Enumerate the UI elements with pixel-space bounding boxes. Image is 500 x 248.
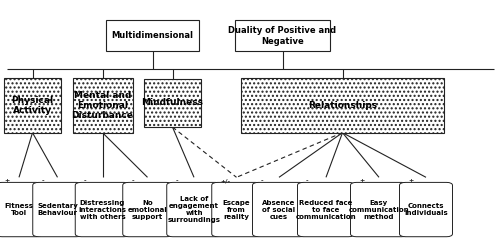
Text: +/-: +/- [220,178,230,184]
Text: Sedentary
Behaviour: Sedentary Behaviour [37,203,78,216]
Text: +: + [4,178,10,184]
Text: +: + [359,178,364,184]
Text: Escape
from
reality: Escape from reality [222,200,250,219]
FancyBboxPatch shape [4,78,61,133]
Text: Lack of
engagement
with
surroundings: Lack of engagement with surroundings [168,196,220,223]
Text: +: + [408,178,413,184]
FancyBboxPatch shape [235,21,330,52]
FancyBboxPatch shape [144,79,201,127]
FancyBboxPatch shape [33,183,82,237]
FancyBboxPatch shape [242,78,444,133]
Text: -: - [84,178,86,184]
FancyBboxPatch shape [400,183,452,237]
Text: -: - [42,178,44,184]
Text: Duality of Positive and
Negative: Duality of Positive and Negative [228,26,336,46]
FancyBboxPatch shape [123,183,172,237]
Text: Mental and
Emotional
Disturbance: Mental and Emotional Disturbance [72,91,134,120]
Text: Physical
Activity: Physical Activity [12,96,53,115]
FancyBboxPatch shape [212,183,261,237]
FancyBboxPatch shape [350,183,408,237]
Text: No
emotional
support: No emotional support [128,200,168,219]
Text: Multidimensional: Multidimensional [112,31,194,40]
FancyBboxPatch shape [252,183,306,237]
Text: -: - [261,178,264,184]
Text: Connects
individuals: Connects individuals [404,203,448,216]
FancyBboxPatch shape [0,183,42,237]
Text: -: - [176,178,178,184]
FancyBboxPatch shape [106,21,198,52]
FancyBboxPatch shape [72,78,132,133]
Text: -: - [306,178,308,184]
FancyBboxPatch shape [167,183,221,237]
Text: Distressing
interactions
with others: Distressing interactions with others [78,200,126,219]
FancyBboxPatch shape [75,183,130,237]
Text: Mindfulness: Mindfulness [142,98,204,107]
Text: Absence
of social
cues: Absence of social cues [262,200,296,219]
FancyBboxPatch shape [298,183,354,237]
Text: Easy
communication
method: Easy communication method [348,200,410,219]
Text: Relationships: Relationships [308,101,377,110]
Text: Reduced face
to face
communication: Reduced face to face communication [296,200,356,219]
Text: Fitness
Tool: Fitness Tool [4,203,34,216]
Text: -: - [131,178,134,184]
